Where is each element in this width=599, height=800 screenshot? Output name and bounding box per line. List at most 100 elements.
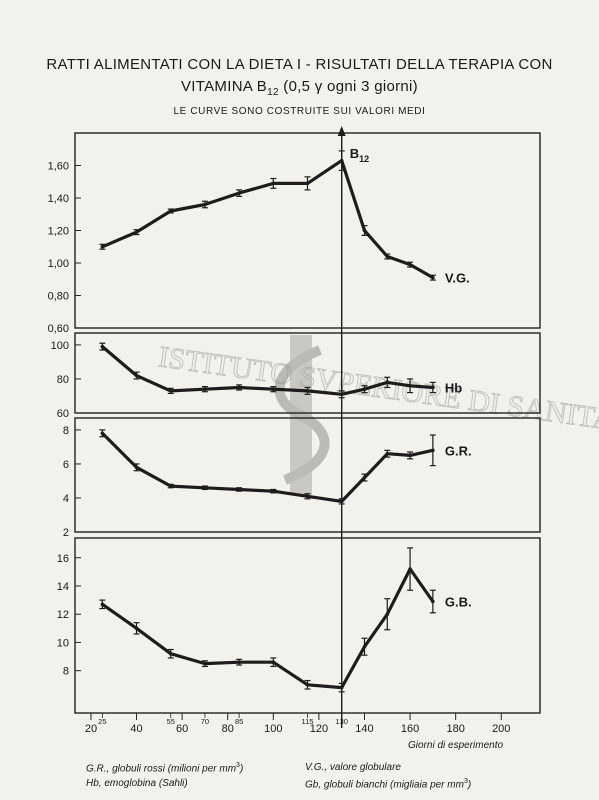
chart-title-line2: VITAMINA B12 (0,5 γ ogni 3 giorni)	[181, 78, 418, 98]
error-bar	[201, 660, 208, 668]
error-bar	[407, 451, 414, 460]
series-line-gb	[101, 567, 435, 690]
y-tick-label: 8	[63, 425, 69, 437]
error-bar	[384, 376, 391, 389]
error-bar	[236, 189, 243, 197]
data-point	[385, 612, 390, 617]
data-point	[271, 181, 276, 186]
error-bar	[167, 483, 174, 489]
error-bar	[407, 378, 414, 394]
data-point	[271, 660, 276, 664]
error-bar	[99, 243, 106, 250]
data-point	[168, 651, 173, 656]
error-bar	[99, 429, 106, 438]
series-label: Hb	[445, 380, 462, 395]
panel-frame	[74, 132, 541, 329]
data-point	[362, 475, 367, 480]
y-tick-label: 4	[63, 493, 69, 505]
series-line-gr	[101, 432, 434, 503]
legend-hb: Hb, emoglobina (Sahli)	[86, 778, 188, 789]
data-point	[203, 202, 207, 207]
error-bar	[167, 387, 174, 395]
error-bar	[167, 208, 174, 214]
legend-vg: V.G., valore globulare	[305, 762, 401, 773]
data-point	[100, 602, 105, 607]
data-point	[271, 387, 276, 391]
data-point	[305, 389, 310, 393]
error-bar	[407, 261, 414, 268]
data-point	[305, 181, 310, 186]
error-bar	[236, 384, 243, 391]
data-point	[305, 494, 310, 499]
x-minor-tick-label: 130	[335, 717, 348, 726]
error-bar	[270, 386, 277, 393]
error-bar	[361, 473, 368, 482]
data-point	[134, 230, 139, 234]
error-bar	[361, 225, 368, 236]
data-point	[385, 380, 390, 385]
data-point	[237, 191, 241, 195]
legend-gr: G.R., globuli rossi (milioni per mm3)	[86, 762, 244, 775]
x-tick-label: 20	[85, 723, 97, 735]
error-bar	[429, 434, 436, 467]
error-bar	[133, 463, 140, 472]
data-point	[408, 567, 412, 571]
data-point	[408, 453, 412, 458]
y-tick-label: 2	[63, 527, 69, 539]
x-tick-label: 180	[446, 723, 464, 735]
error-bar	[429, 381, 436, 394]
x-minor-tick-label: 55	[167, 717, 175, 726]
y-tick-label: 1,00	[48, 258, 69, 270]
error-bar	[361, 385, 368, 394]
data-point	[100, 344, 105, 349]
x-minor-tick-label: 115	[302, 717, 314, 726]
data-point	[168, 484, 173, 488]
x-tick-label: 80	[222, 723, 234, 735]
panel-frame	[74, 417, 541, 533]
data-point	[362, 228, 367, 233]
x-tick-label: 60	[176, 723, 188, 735]
y-tick-label: 1,20	[48, 226, 69, 238]
error-bar	[429, 274, 436, 281]
error-bar	[270, 657, 277, 668]
chart-subtitle: LE CURVE SONO COSTRUITE SUI VALORI MEDI	[173, 106, 426, 117]
x-tick-label: 100	[264, 723, 282, 735]
series-label: G.B.	[445, 595, 472, 610]
data-point	[134, 373, 139, 378]
chart-title-line1: RATTI ALIMENTATI CON LA DIETA I - RISULT…	[46, 56, 553, 73]
error-bar	[201, 386, 208, 393]
x-tick-label: 160	[401, 723, 419, 735]
series-label: G.R.	[445, 443, 472, 458]
x-tick-label: 40	[130, 723, 142, 735]
data-point	[271, 489, 276, 493]
data-point	[431, 448, 435, 453]
y-tick-label: 14	[57, 581, 69, 593]
error-bar	[99, 342, 106, 351]
data-point	[100, 431, 105, 436]
y-tick-label: 1,40	[48, 193, 69, 205]
data-point	[385, 254, 390, 259]
error-bar	[133, 371, 140, 380]
error-bar	[133, 622, 140, 635]
error-bar	[236, 487, 243, 492]
data-point	[237, 660, 241, 664]
y-tick-label: 0,60	[48, 323, 69, 335]
y-tick-label: 16	[57, 553, 69, 565]
series-label: V.G.	[445, 271, 470, 286]
data-point	[168, 389, 173, 393]
error-bar	[270, 488, 277, 494]
data-point	[408, 262, 412, 267]
error-bar	[167, 648, 174, 659]
error-bar	[407, 547, 414, 591]
y-tick-label: 60	[57, 408, 69, 420]
error-bar	[384, 449, 391, 458]
error-bar	[236, 658, 243, 666]
y-tick-label: 1,60	[48, 161, 69, 173]
legend-gb: Gb, globuli bianchi (migliaia per mm3)	[305, 778, 472, 791]
y-tick-label: 100	[51, 340, 69, 352]
y-tick-label: 0,80	[48, 291, 69, 303]
error-bar	[361, 637, 368, 656]
error-bar	[201, 200, 208, 209]
error-bar	[201, 485, 208, 491]
